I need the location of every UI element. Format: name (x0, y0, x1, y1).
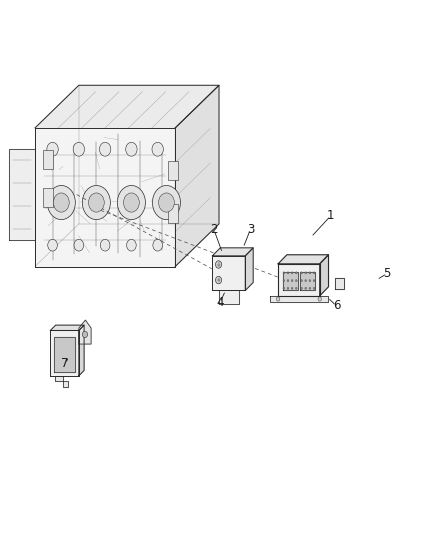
Circle shape (313, 279, 315, 281)
Circle shape (300, 287, 302, 289)
Polygon shape (212, 248, 253, 256)
Circle shape (305, 272, 307, 274)
Circle shape (305, 279, 307, 281)
Circle shape (82, 185, 110, 220)
Circle shape (309, 287, 311, 289)
Polygon shape (79, 325, 84, 376)
Text: 4: 4 (216, 296, 224, 309)
Polygon shape (54, 337, 75, 372)
Circle shape (152, 142, 163, 156)
Polygon shape (283, 272, 297, 290)
Polygon shape (9, 149, 35, 240)
Polygon shape (50, 330, 79, 376)
Text: 1: 1 (327, 209, 335, 222)
Circle shape (296, 272, 297, 274)
Circle shape (153, 239, 162, 251)
Circle shape (313, 287, 315, 289)
Polygon shape (212, 256, 245, 290)
Circle shape (47, 185, 75, 220)
Circle shape (287, 287, 289, 289)
Text: 5: 5 (384, 267, 391, 280)
Polygon shape (300, 272, 315, 290)
Polygon shape (278, 255, 328, 264)
Polygon shape (79, 320, 91, 344)
Circle shape (48, 239, 57, 251)
Circle shape (283, 279, 285, 281)
Circle shape (152, 185, 180, 220)
Circle shape (215, 261, 222, 268)
Bar (43, 150, 53, 169)
Polygon shape (50, 325, 84, 330)
Bar (168, 161, 178, 180)
Circle shape (276, 297, 280, 301)
Polygon shape (35, 128, 175, 266)
Bar (168, 204, 178, 223)
Circle shape (74, 239, 84, 251)
Circle shape (117, 185, 145, 220)
Circle shape (53, 193, 69, 212)
Polygon shape (335, 278, 344, 289)
Polygon shape (175, 85, 219, 266)
Circle shape (47, 142, 58, 156)
Text: 3: 3 (247, 223, 254, 236)
Text: 6: 6 (332, 300, 340, 312)
Circle shape (73, 142, 85, 156)
Text: 7: 7 (61, 357, 69, 370)
Circle shape (127, 239, 136, 251)
Polygon shape (35, 85, 219, 128)
Circle shape (318, 297, 321, 301)
Circle shape (99, 142, 111, 156)
Circle shape (215, 276, 222, 284)
Polygon shape (245, 248, 253, 290)
Circle shape (287, 272, 289, 274)
Circle shape (296, 279, 297, 281)
Polygon shape (270, 296, 328, 302)
Circle shape (124, 193, 139, 212)
Circle shape (313, 272, 315, 274)
Circle shape (300, 279, 302, 281)
Circle shape (291, 287, 293, 289)
Text: 2: 2 (210, 223, 218, 236)
Circle shape (305, 287, 307, 289)
Polygon shape (55, 376, 68, 387)
Circle shape (291, 272, 293, 274)
Circle shape (309, 279, 311, 281)
Circle shape (283, 272, 285, 274)
Polygon shape (278, 264, 320, 296)
Circle shape (287, 279, 289, 281)
Circle shape (283, 287, 285, 289)
Circle shape (291, 279, 293, 281)
Polygon shape (219, 290, 239, 304)
Polygon shape (320, 255, 328, 296)
Circle shape (88, 193, 104, 212)
Circle shape (126, 142, 137, 156)
Circle shape (300, 272, 302, 274)
Circle shape (159, 193, 174, 212)
Circle shape (296, 287, 297, 289)
Circle shape (82, 331, 88, 338)
Bar (43, 188, 53, 207)
Circle shape (309, 272, 311, 274)
Circle shape (100, 239, 110, 251)
